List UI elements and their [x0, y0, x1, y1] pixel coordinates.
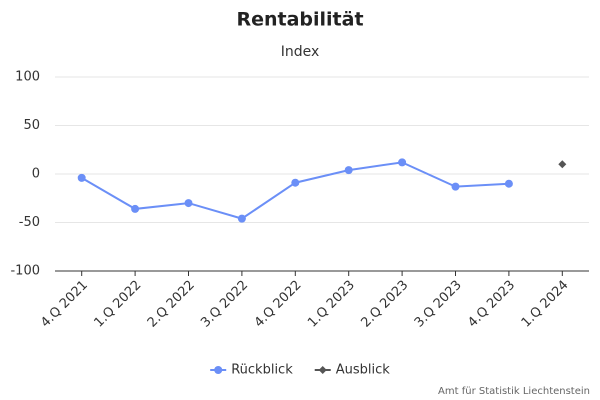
data-point	[558, 160, 567, 169]
y-tick-label: 0	[32, 167, 40, 182]
chart-subtitle: Index	[281, 44, 320, 60]
x-tick-label: 1.Q 2024	[519, 278, 572, 331]
data-point	[291, 178, 300, 187]
y-tick-label: 50	[23, 118, 40, 133]
legend-label: Rückblick	[231, 363, 293, 378]
data-point	[451, 182, 460, 191]
legend: Rückblick Ausblick	[210, 363, 390, 378]
x-tick-label: 2.Q 2023	[358, 278, 411, 331]
legend-marker	[214, 366, 223, 374]
x-tick-label: 4.Q 2023	[465, 278, 518, 331]
x-tick-label: 2.Q 2022	[145, 278, 198, 331]
legend-label: Ausblick	[336, 363, 391, 378]
series-line	[81, 161, 509, 220]
y-tick-label: -50	[19, 215, 40, 230]
data-point	[77, 173, 86, 182]
credit: Amt für Statistik Liechtenstein	[438, 386, 590, 397]
y-tick-label: -100	[10, 264, 40, 279]
data-point	[237, 214, 246, 223]
x-tick-label: 3.Q 2023	[412, 278, 465, 331]
data-point	[184, 199, 193, 208]
x-tick-label: 3.Q 2022	[198, 278, 251, 331]
x-tick-label: 4.Q 2022	[252, 278, 305, 331]
data-point	[131, 204, 140, 213]
y-tick-label: 100	[15, 70, 40, 85]
chart-title: Rentabilität	[236, 9, 363, 31]
x-tick-label: 1.Q 2022	[91, 278, 144, 331]
x-tick-label: 1.Q 2023	[305, 278, 358, 331]
legend-item: Ausblick	[314, 363, 391, 378]
legend-marker	[318, 366, 327, 374]
data-point	[504, 179, 513, 188]
x-tick-label: 4.Q 2021	[38, 278, 91, 331]
data-point	[344, 166, 353, 175]
data-point	[398, 158, 407, 167]
legend-item: Rückblick	[210, 363, 293, 378]
